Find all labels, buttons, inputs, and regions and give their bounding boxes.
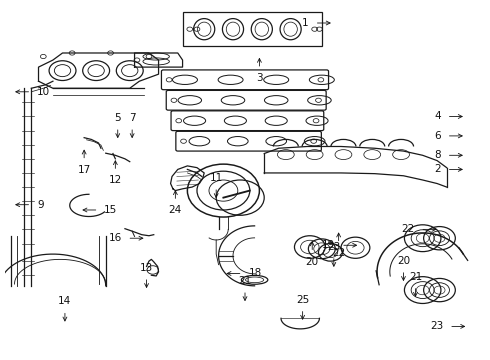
Text: 2: 2 — [434, 165, 441, 174]
Text: 25: 25 — [296, 294, 309, 305]
Text: 5: 5 — [115, 113, 121, 123]
Text: 23: 23 — [430, 321, 443, 332]
Text: 3: 3 — [256, 73, 263, 83]
Text: 18: 18 — [248, 269, 262, 279]
Text: 13: 13 — [140, 263, 153, 273]
Text: 20: 20 — [397, 256, 410, 266]
Text: 22: 22 — [332, 248, 345, 258]
Text: 21: 21 — [238, 276, 252, 286]
Text: 17: 17 — [77, 165, 91, 175]
Text: 22: 22 — [401, 224, 415, 234]
Text: 21: 21 — [409, 271, 422, 282]
Text: 11: 11 — [210, 173, 223, 183]
Text: 1: 1 — [302, 18, 309, 28]
Text: 23: 23 — [327, 242, 341, 252]
Text: 8: 8 — [434, 150, 441, 160]
Text: 12: 12 — [109, 175, 122, 185]
Text: 9: 9 — [37, 200, 44, 210]
Text: 16: 16 — [108, 233, 122, 243]
Text: 20: 20 — [306, 257, 319, 266]
Text: 6: 6 — [434, 131, 441, 141]
Bar — [183, 13, 322, 46]
Text: 10: 10 — [37, 87, 50, 97]
Text: 24: 24 — [169, 206, 182, 215]
Text: 15: 15 — [104, 205, 118, 215]
Text: 14: 14 — [58, 296, 72, 306]
Text: 4: 4 — [434, 112, 441, 121]
Text: 19: 19 — [322, 240, 335, 250]
Text: 7: 7 — [129, 113, 135, 123]
